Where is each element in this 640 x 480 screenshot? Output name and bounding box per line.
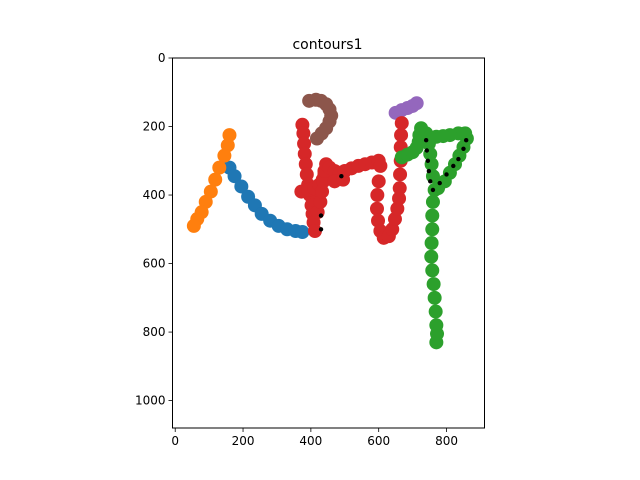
series-6-point [444,172,449,177]
y-tick-label: 400 [143,188,166,202]
series-5-point [426,277,441,292]
series-4-point [296,126,311,141]
y-tick-label: 1000 [135,394,166,408]
series-5-point [424,236,439,250]
series-4-point [394,128,409,143]
y-tick-label: 0 [158,51,166,65]
series-4-point [370,188,385,203]
chart-title: contours1 [292,37,362,53]
series-6-point [456,156,461,162]
x-axis: 0 200 400 600 800 [171,428,458,448]
series-6-point [437,180,442,186]
series-5-point [425,263,440,278]
series-4-point [392,191,407,206]
series-4-point [297,146,312,161]
series-4-point [297,136,312,151]
series-1-point [217,148,232,163]
series-4-point [371,174,386,189]
series-6-point [423,138,429,143]
series-0 [222,160,310,240]
series-4-point [313,194,328,209]
series-4-point [392,181,407,196]
series-5-point [425,194,440,209]
y-tick-label: 200 [143,120,166,134]
series-3 [388,96,424,120]
series-6-point [428,179,433,184]
series-5-point [424,249,439,264]
series-layer [186,92,474,350]
series-4-point [390,201,405,216]
series-4-point [394,116,409,131]
series-1-point [222,128,237,143]
series-6-point [430,187,436,193]
series-6-point [318,213,324,218]
y-tick-label: 600 [143,257,166,271]
series-4-point [299,167,314,182]
series-0-point [234,179,249,194]
y-tick-label: 800 [143,325,166,339]
series-4-point [393,167,408,182]
series-5-point [428,304,443,319]
x-tick-label: 600 [367,434,390,448]
series-6-point [318,227,324,232]
series-6-point [339,173,344,179]
series-6 [318,138,469,232]
series-4 [294,116,409,245]
series-0-point [295,225,310,240]
series-4-point [316,174,331,189]
series-1 [186,128,237,233]
series-5 [394,121,474,350]
axes-frame [172,57,485,429]
series-2 [302,92,339,146]
series-5-point [427,290,442,305]
series-1-point [186,218,201,233]
series-5-point [425,208,440,223]
series-6-point [426,168,432,174]
series-5-point [425,222,440,237]
series-4-point [373,158,388,173]
series-3-point [409,96,424,111]
series-4-point [315,184,330,199]
series-5-point [429,335,444,350]
x-tick-label: 0 [171,434,179,448]
series-6-point [463,138,469,143]
series-1-point [208,172,223,187]
x-tick-label: 800 [435,434,458,448]
series-6-point [461,146,466,151]
x-tick-label: 400 [299,434,322,448]
series-6-point [425,158,431,163]
series-6-point [451,163,456,169]
series-0-point [227,169,242,184]
x-tick-label: 200 [232,434,255,448]
y-axis: 0 200 400 600 800 1000 [135,51,173,408]
series-5-point [422,130,437,145]
series-1-point [212,160,227,175]
series-4-point [298,157,313,172]
series-2-point [309,131,324,146]
series-4-point [336,172,351,187]
series-4-point [369,201,384,216]
series-4-point [307,224,322,239]
series-6-point [424,148,430,153]
